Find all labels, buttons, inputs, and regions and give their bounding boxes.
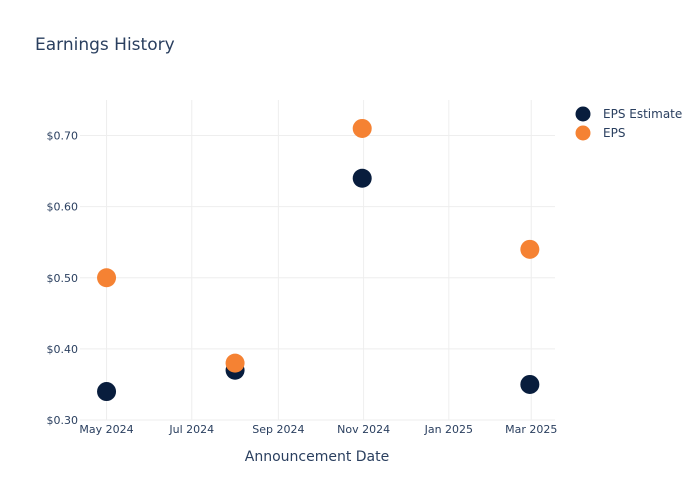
x-tick-label: Jul 2024: [168, 423, 214, 436]
x-tick-label: Sep 2024: [252, 423, 304, 436]
data-point[interactable]: [352, 118, 372, 138]
x-tick-label: Jan 2025: [424, 423, 473, 436]
x-tick-label: Mar 2025: [505, 423, 557, 436]
x-tick-label: May 2024: [79, 423, 133, 436]
x-axis-title: Announcement Date: [245, 449, 389, 465]
legend-marker: [575, 106, 591, 122]
legend-item[interactable]: EPS Estimate: [575, 106, 683, 122]
legend[interactable]: EPS Estimate EPS: [575, 106, 683, 141]
data-point[interactable]: [225, 353, 245, 373]
y-tick-label: $0.50: [47, 272, 79, 285]
y-tick-label: $0.70: [47, 130, 79, 143]
grid: [80, 100, 555, 421]
y-tick-label: $0.60: [47, 201, 79, 214]
data-point[interactable]: [97, 268, 117, 288]
legend-label: EPS: [603, 126, 625, 140]
series-eps: [97, 118, 540, 373]
data-point[interactable]: [520, 239, 540, 259]
data-point[interactable]: [97, 382, 117, 402]
legend-label: EPS Estimate: [603, 107, 682, 121]
y-tick-label: $0.40: [47, 343, 79, 356]
y-axis-ticks: $0.30 $0.40 $0.50 $0.60 $0.70: [47, 130, 79, 427]
chart-title: Earnings History: [35, 35, 175, 55]
series-eps-estimate: [97, 168, 540, 402]
x-axis-ticks: May 2024 Jul 2024 Sep 2024 Nov 2024 Jan 2025…: [79, 423, 557, 436]
legend-marker: [575, 125, 591, 141]
data-point[interactable]: [520, 374, 540, 394]
legend-item[interactable]: EPS: [575, 125, 626, 141]
data-point[interactable]: [352, 168, 372, 188]
x-tick-label: Nov 2024: [337, 423, 390, 436]
y-tick-label: $0.30: [47, 414, 79, 427]
data-points: [97, 118, 540, 402]
